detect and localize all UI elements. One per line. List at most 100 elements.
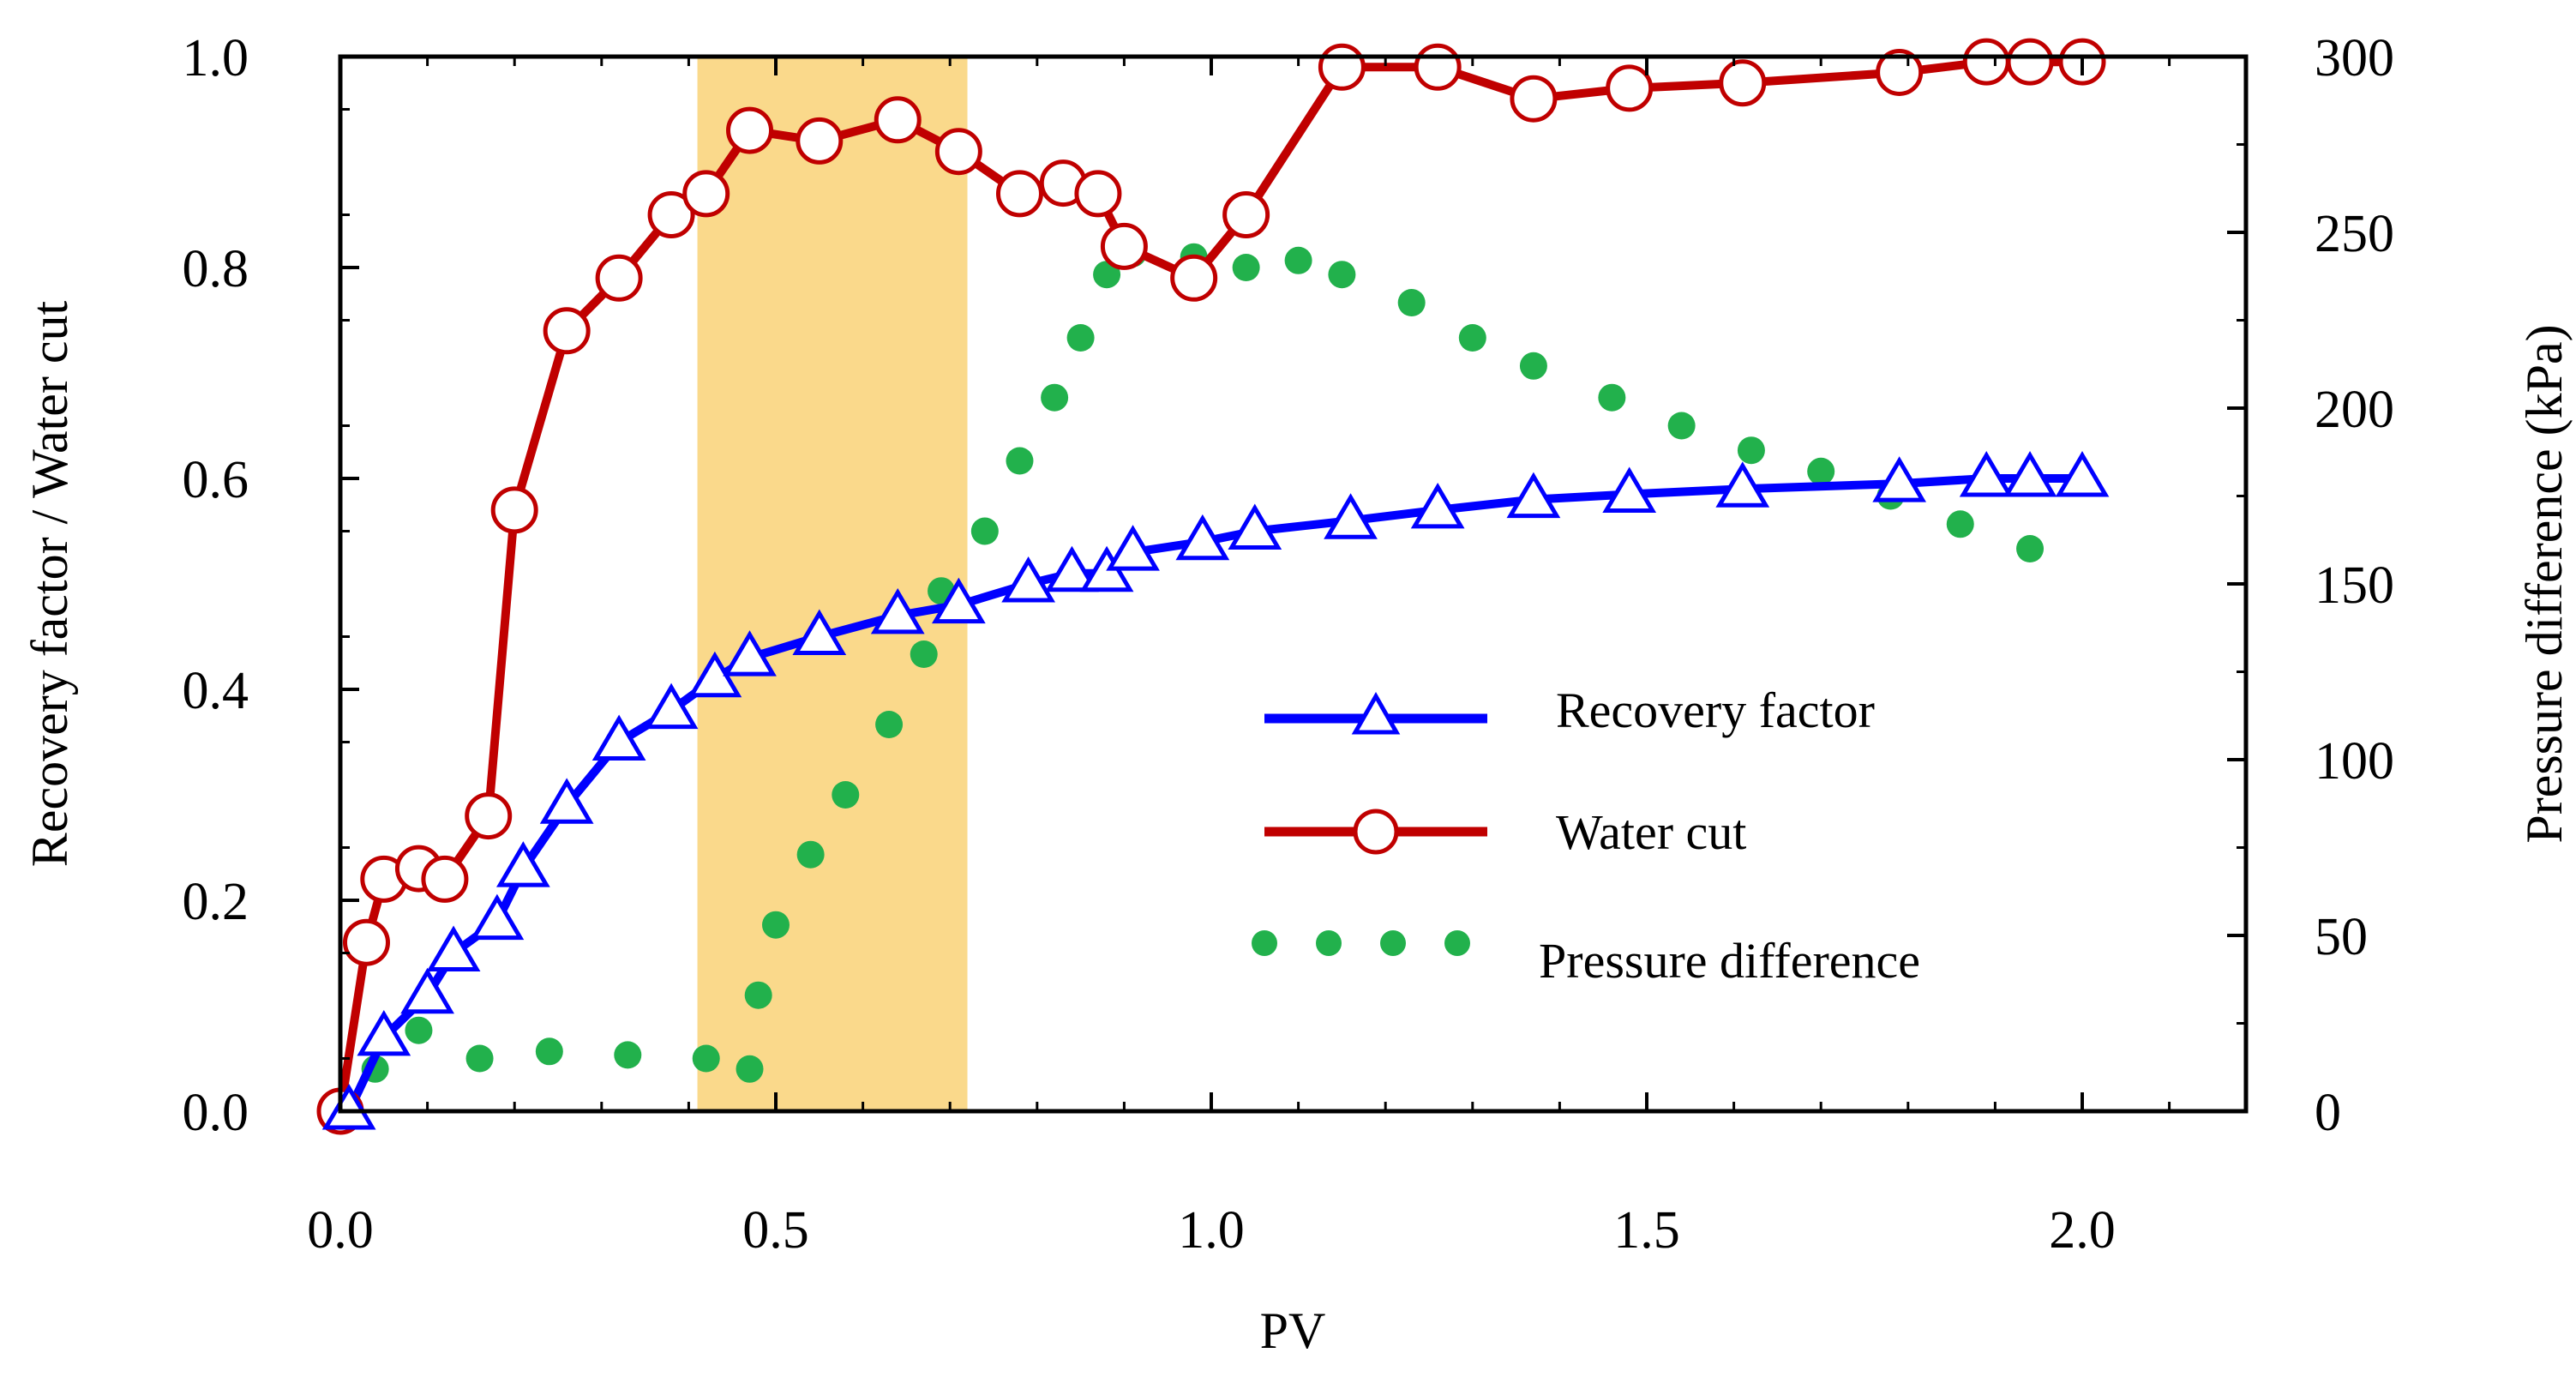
x-tick-label: 1.0 (1178, 1201, 1245, 1260)
water-cut-point (1719, 59, 1767, 107)
y-right-tick-label: 50 (2315, 908, 2368, 966)
y-right-axis-title: Pressure difference (kPa) (2516, 324, 2573, 843)
water-cut-point (682, 170, 730, 218)
pressure-difference-point (1946, 510, 1974, 538)
y-left-tick-label: 0.0 (183, 1084, 249, 1142)
y-left-tick-label: 1.0 (183, 29, 249, 87)
pressure-difference-point (1807, 457, 1835, 485)
water-cut-point (1222, 191, 1270, 238)
water-cut-point (465, 792, 513, 840)
water-cut-point (421, 855, 469, 903)
recovery-factor-point (357, 1009, 411, 1056)
y-left-axis-title: Recovery factor / Water cut (21, 300, 78, 867)
water-cut-point (490, 486, 538, 534)
x-tick-label: 1.5 (1613, 1201, 1680, 1260)
y-left-tick-label: 0.2 (183, 873, 249, 931)
water-cut-point (934, 128, 982, 176)
legend-pressure-dot (1380, 930, 1406, 956)
recovery-factor-point (470, 893, 525, 941)
pressure-difference-point (744, 981, 772, 1009)
pressure-difference-point (1041, 383, 1069, 412)
pressure-difference-point (1458, 324, 1486, 352)
recovery-factor-point (1959, 451, 2014, 497)
pressure-difference-point (1519, 352, 1547, 380)
recovery-factor-point (1045, 545, 1099, 592)
legend-watercut-label: Water cut (1556, 804, 1746, 860)
pressure-difference-point (832, 781, 860, 809)
water-cut-point (796, 117, 844, 165)
water-cut-point (1170, 254, 1218, 302)
pressure-difference-point (535, 1037, 563, 1066)
recovery-factor-point (321, 1084, 376, 1130)
recovery-factor-line (345, 474, 2082, 1114)
pressure-difference-point (796, 840, 825, 869)
pressure-difference-point (1667, 412, 1696, 440)
pressure-difference-point (1737, 436, 1765, 465)
recovery-factor-point (792, 609, 847, 655)
legend-pressure-dot (1316, 930, 1342, 956)
water-cut-point (342, 918, 390, 966)
pressure-difference-point (465, 1044, 494, 1073)
recovery-factor-point (1324, 493, 1378, 539)
water-cut-point (726, 106, 774, 154)
pressure-difference-point (1328, 261, 1356, 289)
recovery-factor-point (1506, 472, 1561, 519)
water-cut-point (543, 307, 591, 355)
recovery-factor-point (1715, 461, 1770, 508)
x-tick-label: 0.0 (307, 1201, 374, 1260)
legend-pressure-label: Pressure difference (1539, 933, 1920, 989)
water-cut-point (2006, 38, 2054, 86)
pressure-difference-point (614, 1041, 642, 1069)
pressure-difference-point (762, 911, 790, 939)
tick-layer: 0.0 0.5 1.0 1.5 2.0 0.0 0.2 0.4 0.6 0.8 1.0 0 50 100 1… (183, 29, 2395, 1260)
legend-recovery-triangle-marker (1351, 691, 1401, 735)
highlight-band (697, 57, 968, 1111)
recovery-factor-point (591, 714, 646, 761)
pressure-difference-point (1232, 254, 1260, 281)
y-right-tick-label: 0 (2315, 1084, 2341, 1142)
water-cut-point (1414, 43, 1462, 91)
plot-frame (338, 54, 2249, 1114)
x-tick-label: 0.5 (742, 1201, 809, 1260)
recovery-factor-point (2003, 451, 2057, 497)
pressure-difference-point (1066, 324, 1095, 352)
x-axis-title: PV (1260, 1302, 1326, 1359)
y-right-tick-label: 150 (2315, 556, 2394, 615)
water-cut-point (1318, 43, 1366, 91)
water-cut-point (874, 96, 922, 144)
pressure-difference-point (1284, 246, 1312, 274)
recovery-factor-point (400, 967, 454, 1014)
recovery-factor-point (539, 778, 594, 824)
recovery-factor-point (1175, 514, 1230, 561)
legend-pressure-dot (1444, 930, 1470, 956)
recovery-factor-point (2055, 451, 2110, 497)
recovery-factor-point (1106, 525, 1160, 571)
y-left-tick-label: 0.8 (183, 240, 249, 298)
recovery-factor-point (1001, 556, 1056, 603)
pressure-difference-point (910, 640, 938, 668)
recovery-factor-point (1602, 466, 1657, 513)
y-right-tick-label: 100 (2315, 732, 2394, 791)
legend-watercut-circle-marker (1353, 809, 1399, 855)
recovery-factor-point (931, 577, 986, 624)
recovery-factor-point (1228, 503, 1282, 550)
pressure-difference-point (1598, 383, 1626, 412)
water-cut-point (647, 191, 695, 238)
series-layer (316, 38, 2110, 1135)
highlight-band-layer (697, 57, 968, 1111)
water-cut-point (1074, 170, 1122, 218)
water-cut-point (1606, 64, 1654, 112)
water-cut-point (1510, 75, 1558, 123)
y-right-tick-label: 200 (2315, 381, 2394, 439)
water-cut-point (595, 254, 643, 302)
legend-pressure-dot (1252, 930, 1277, 956)
pressure-difference-point (1093, 261, 1121, 289)
water-cut-point (1962, 38, 2010, 86)
legend-recovery-label: Recovery factor (1556, 682, 1875, 738)
recovery-factor-point (723, 630, 777, 676)
y-left-tick-label: 0.4 (183, 662, 249, 720)
water-cut-point (1100, 222, 1148, 270)
y-right-tick-label: 250 (2315, 205, 2394, 263)
pressure-difference-point (736, 1055, 764, 1083)
